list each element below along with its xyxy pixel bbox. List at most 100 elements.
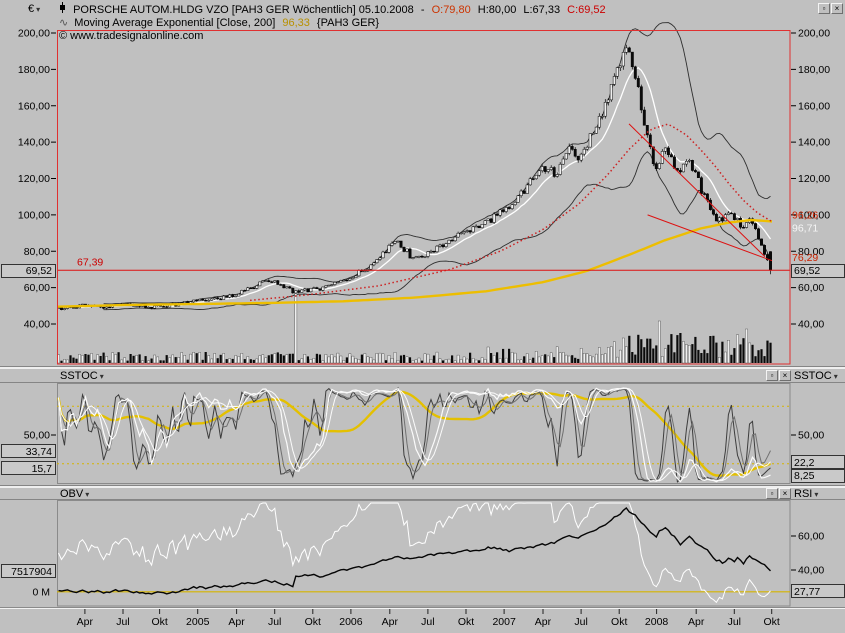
main-unit-dropdown[interactable]: € ▾	[28, 3, 40, 15]
value-tag-text: 33,74	[26, 446, 52, 458]
y-axis-label: 80,00	[24, 246, 50, 258]
y-axis-label: 200,00	[798, 28, 830, 40]
rsi-value-tag: 27,77	[791, 584, 845, 598]
time-axis-label: Okt	[611, 616, 627, 628]
restore-button[interactable]: ▫	[818, 3, 830, 14]
time-axis-label: Jul	[268, 616, 281, 628]
ma-symbol: {PAH3 GER}	[316, 17, 380, 29]
y-axis-label: 140,00	[798, 137, 830, 149]
red-dotted-ma-line	[250, 123, 773, 302]
support-level-label: 67,39	[77, 256, 103, 268]
rsi-dropdown[interactable]: RSI ▾	[794, 488, 818, 500]
indicator-value-tag: 96,26	[792, 210, 818, 222]
sstoc-header	[0, 368, 845, 383]
time-axis-label: Apr	[77, 616, 94, 628]
sstoc-restore-button[interactable]: ▫	[766, 370, 778, 381]
rsi-label: RSI	[794, 488, 813, 500]
y-axis-label: 60,00	[798, 531, 824, 543]
time-axis-label: 2008	[645, 616, 669, 628]
obv-close-button[interactable]: ×	[779, 488, 791, 499]
chart-legend: PORSCHE AUTOM.HLDG VZO [PAH3 GER Wöchent…	[59, 2, 606, 43]
indicator-value-tag: 96,71	[792, 223, 818, 235]
obv-dropdown[interactable]: OBV ▾	[60, 488, 89, 500]
volume-bars	[57, 292, 772, 364]
y-axis-label: 40,00	[24, 319, 50, 331]
title-separator: -	[420, 4, 425, 16]
stoch-value-tag: 33,74	[1, 444, 56, 458]
y-axis-label: 60,00	[24, 282, 50, 294]
obv-header	[0, 487, 845, 500]
trendline[interactable]	[628, 123, 766, 258]
y-axis-label: 160,00	[18, 100, 50, 112]
y-axis-label: 100,00	[798, 209, 830, 221]
time-axis-label: Jul	[728, 616, 741, 628]
time-axis-label: 2005	[186, 616, 210, 628]
sstoc-right-label: SSTOC	[794, 370, 832, 382]
time-axis-label: Jul	[116, 616, 129, 628]
ma-title: Moving Average Exponential [Close, 200]	[74, 17, 276, 29]
sstoc-dropdown[interactable]: SSTOC ▾	[60, 370, 104, 382]
y-axis-label: 180,00	[798, 64, 830, 76]
time-axis-label: 2007	[492, 616, 516, 628]
stoch-d-white-line	[58, 387, 771, 482]
time-axis-label: Okt	[305, 616, 321, 628]
value-tag-text: 8,25	[794, 470, 815, 482]
main-chart-plot[interactable]: 67,39 200,00 200,00 180,00 180,00 160,00 160,0…	[0, 0, 845, 366]
unit-label: €	[28, 3, 35, 15]
y-axis-label: 50,00	[24, 430, 50, 442]
plot-border	[57, 30, 791, 365]
stoch-value-tag: 8,25	[791, 469, 845, 483]
stochastic-plot[interactable]: 50,00 50,00 33,74 15,7 22,28,25	[0, 383, 845, 485]
time-axis-label: Okt	[151, 616, 167, 628]
current-price-tag: 69,52	[791, 264, 845, 278]
y-axis-label: 60,00	[798, 282, 824, 294]
time-axis-label: Apr	[382, 616, 399, 628]
value-tag-text: 69,52	[26, 265, 52, 277]
chevron-down-icon: ▾	[85, 490, 90, 499]
open-value: O:79,80	[431, 4, 471, 16]
sstoc-label: SSTOC	[60, 370, 98, 382]
y-axis-label: 80,00	[798, 246, 824, 258]
rsi-line	[58, 502, 771, 604]
obv-zero-label: 0 M	[32, 586, 50, 598]
chevron-down-icon: ▾	[36, 5, 41, 14]
close-button[interactable]: ×	[831, 3, 843, 14]
lower-band-line	[103, 151, 771, 311]
value-tag-text: 27,77	[794, 586, 820, 598]
candlestick-series	[57, 47, 772, 310]
value-tag-text: 22,2	[794, 457, 815, 469]
sstoc-right-dropdown[interactable]: SSTOC ▾	[794, 370, 838, 382]
plot-border	[57, 383, 791, 484]
obv-value-tag: 7517904	[1, 564, 56, 578]
time-axis-label: Apr	[688, 616, 705, 628]
time-axis-label: Okt	[458, 616, 474, 628]
time-axis-label: Apr	[535, 616, 552, 628]
value-tag-text: 15,7	[32, 463, 53, 475]
copyright: © www.tradesignalonline.com	[59, 30, 204, 42]
high-value: H:80,00	[477, 4, 517, 16]
time-axis: Apr Jul Okt 2005 Apr Jul Okt 2006 Apr Jul Okt 2007 A…	[0, 607, 845, 628]
y-axis-label: 100,00	[18, 209, 50, 221]
plot-border	[57, 500, 791, 607]
time-axis-label: 2006	[339, 616, 363, 628]
value-tag-text: 69,52	[794, 265, 820, 277]
time-axis-label: Jul	[421, 616, 434, 628]
y-axis-label: 40,00	[798, 565, 824, 577]
y-axis-label: 120,00	[798, 173, 830, 185]
chevron-down-icon: ▾	[99, 372, 104, 381]
stoch-k-white-line	[57, 387, 771, 483]
obv-plot[interactable]: 0 M 60,00 40,00 27,77 7517904	[0, 500, 845, 607]
value-tag-text: 7517904	[11, 566, 52, 578]
trendline[interactable]	[647, 214, 773, 262]
y-axis-label: 140,00	[18, 137, 50, 149]
obv-restore-button[interactable]: ▫	[766, 488, 778, 499]
chevron-down-icon: ▾	[833, 372, 838, 381]
y-axis-label: 120,00	[18, 173, 50, 185]
y-axis-label: 160,00	[798, 100, 830, 112]
y-axis-label: 200,00	[18, 28, 50, 40]
low-value: L:67,33	[523, 4, 561, 16]
ma-value: 96,33	[282, 17, 310, 29]
stoch-value-tag: 22,2	[791, 455, 845, 469]
sstoc-close-button[interactable]: ×	[779, 370, 791, 381]
